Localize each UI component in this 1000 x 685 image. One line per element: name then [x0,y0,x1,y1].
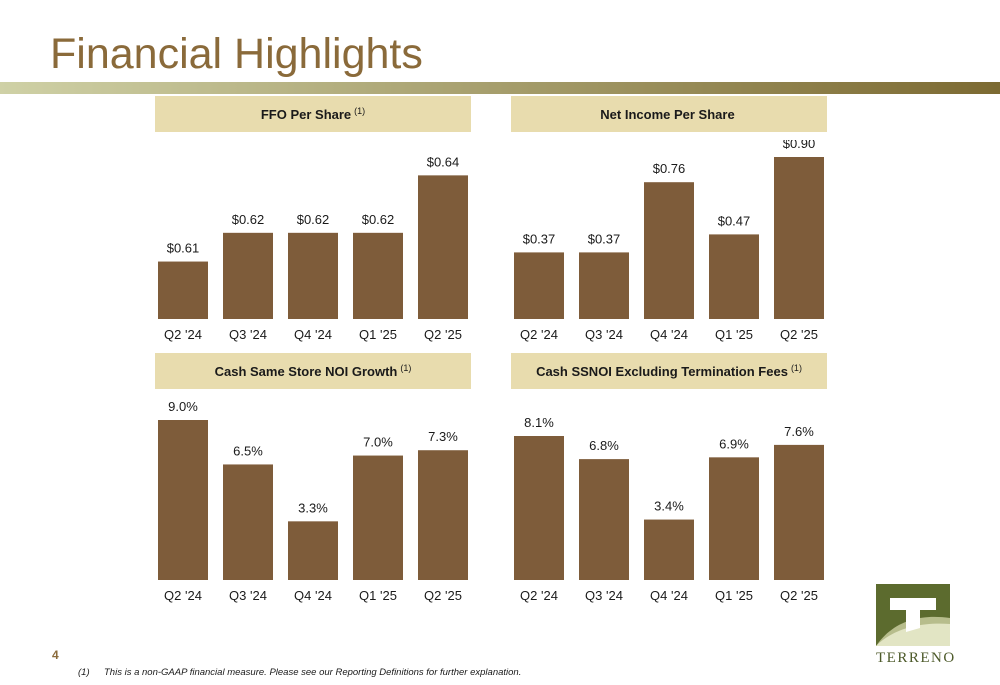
net-income-x-tick-label-2: Q4 '24 [650,327,688,342]
cash-ssnoi-growth-x-tick-label-4: Q2 '25 [424,588,462,603]
cash-ssnoi-excl-bar-4 [774,444,824,580]
ffo-x-tick-label-4: Q2 '25 [424,327,462,342]
ffo-bar-0 [158,261,208,319]
cash-ssnoi-growth-chart-header: Cash Same Store NOI Growth (1) [155,353,471,389]
cash-ssnoi-excl-data-label-2: 3.4% [654,499,684,514]
net-income-chart-header: Net Income Per Share [511,96,827,132]
footnote-text: This is a non-GAAP financial measure. Pl… [104,667,522,678]
ffo-x-tick-label-0: Q2 '24 [164,327,202,342]
ffo-chart-title-note: (1) [354,106,366,116]
cash-ssnoi-growth-x-tick-label-0: Q2 '24 [164,588,202,603]
terreno-logo-mark [876,584,950,646]
net-income-bar-1 [579,252,629,319]
cash-ssnoi-growth-data-label-2: 3.3% [298,500,328,515]
cash-ssnoi-growth-bar-1 [223,464,273,580]
ffo-x-tick-label-1: Q3 '24 [229,327,267,342]
cash-ssnoi-excl-term-fees-svg: 8.1% Q2 '24 6.8% Q3 '24 3.4% Q4 '24 6.9% Q1 '25… [514,415,824,603]
cash-ssnoi-growth-chart-title-note: (1) [400,363,412,373]
ffo-data-label-1: $0.62 [232,212,265,227]
ffo-bar-3 [353,232,403,319]
footnote-marker: (1) [78,667,90,678]
cash-ssnoi-growth-data-label-0: 9.0% [168,399,198,414]
cash-ssnoi-excl-x-tick-label-4: Q2 '25 [780,588,818,603]
net-income-x-tick-label-4: Q2 '25 [780,327,818,342]
ffo-per-share-chart: $0.61 Q2 '24 $0.62 Q3 '24 $0.62 Q4 '24 $0.62 Q1… [155,140,471,345]
net-income-data-label-0: $0.37 [523,231,556,246]
ffo-data-label-0: $0.61 [167,241,200,256]
net-income-per-share-svg: $0.37 Q2 '24 $0.37 Q3 '24 $0.76 Q4 '24 $0.47 Q1… [514,140,824,342]
cash-ssnoi-excl-chart-header: Cash SSNOI Excluding Termination Fees (1… [511,353,827,389]
cash-ssnoi-excl-x-tick-label-2: Q4 '24 [650,588,688,603]
ffo-x-tick-label-3: Q1 '25 [359,327,397,342]
net-income-data-label-3: $0.47 [718,213,751,228]
cash-ssnoi-excl-chart-title-note: (1) [790,363,802,373]
cash-ssnoi-excl-bar-0 [514,436,564,580]
net-income-per-share-chart: $0.37 Q2 '24 $0.37 Q3 '24 $0.76 Q4 '24 $0.47 Q1… [511,140,827,345]
cash-ssnoi-excl-data-label-3: 6.9% [719,436,749,451]
net-income-x-tick-label-3: Q1 '25 [715,327,753,342]
ffo-bar-1 [223,232,273,319]
cash-ssnoi-growth-bar-3 [353,455,403,580]
ffo-per-share-svg: $0.61 Q2 '24 $0.62 Q3 '24 $0.62 Q4 '24 $0.62 Q1… [158,154,468,342]
net-income-data-label-4: $0.90 [783,140,816,151]
ffo-chart-title: FFO Per Share [260,106,352,122]
cash-ssnoi-excl-x-tick-label-1: Q3 '24 [585,588,623,603]
cash-ssnoi-growth-chart-title: Cash Same Store NOI Growth [214,363,398,379]
ffo-chart-header: FFO Per Share (1) [155,96,471,132]
cash-ssnoi-excl-x-tick-label-0: Q2 '24 [520,588,558,603]
cash-ssnoi-growth-data-label-1: 6.5% [233,443,263,458]
net-income-data-label-2: $0.76 [653,161,686,176]
net-income-data-label-1: $0.37 [588,231,621,246]
cash-ssnoi-growth-x-tick-label-3: Q1 '25 [359,588,397,603]
cash-ssnoi-excl-chart-title: Cash SSNOI Excluding Termination Fees [536,363,788,379]
cash-ssnoi-growth-bar-2 [288,521,338,580]
cash-ssnoi-growth-bar-0 [158,420,208,580]
terreno-logo: TERRENO [876,584,956,667]
footnote: (1) This is a non-GAAP financial measure.… [78,667,521,678]
ffo-data-label-3: $0.62 [362,212,395,227]
net-income-x-tick-label-0: Q2 '24 [520,327,558,342]
net-income-bar-2 [644,182,694,319]
cash-ssnoi-growth-x-tick-label-1: Q3 '24 [229,588,267,603]
ffo-bar-2 [288,232,338,319]
cash-ssnoi-excl-data-label-4: 7.6% [784,424,814,439]
title-divider [0,82,1000,94]
net-income-chart-title: Net Income Per Share [600,106,735,122]
cash-ssnoi-growth-bar-4 [418,450,468,580]
cash-ssnoi-excl-data-label-0: 8.1% [524,415,554,430]
cash-ssnoi-growth-chart: 9.0% Q2 '24 6.5% Q3 '24 3.3% Q4 '24 7.0% Q1 '25… [155,390,471,610]
net-income-x-tick-label-1: Q3 '24 [585,327,623,342]
cash-ssnoi-excl-bar-1 [579,459,629,580]
cash-ssnoi-excl-data-label-1: 6.8% [589,438,619,453]
cash-ssnoi-excl-bar-3 [709,457,759,580]
cash-ssnoi-excl-term-fees-chart: 8.1% Q2 '24 6.8% Q3 '24 3.4% Q4 '24 6.9% Q1 '25… [511,390,827,610]
net-income-bar-0 [514,252,564,319]
page-number: 4 [52,648,59,662]
net-income-bar-3 [709,234,759,319]
page-title: Financial Highlights [50,30,423,78]
net-income-bar-4 [774,157,824,319]
terreno-logo-text: TERRENO [876,650,956,666]
cash-ssnoi-growth-data-label-4: 7.3% [428,429,458,444]
cash-ssnoi-growth-x-tick-label-2: Q4 '24 [294,588,332,603]
cash-ssnoi-excl-bar-2 [644,519,694,580]
ffo-x-tick-label-2: Q4 '24 [294,327,332,342]
cash-ssnoi-growth-data-label-3: 7.0% [363,435,393,450]
cash-ssnoi-growth-svg: 9.0% Q2 '24 6.5% Q3 '24 3.3% Q4 '24 7.0% Q1 '25… [158,399,468,603]
ffo-bar-4 [418,175,468,319]
ffo-data-label-2: $0.62 [297,212,330,227]
ffo-data-label-4: $0.64 [427,154,460,169]
cash-ssnoi-excl-x-tick-label-3: Q1 '25 [715,588,753,603]
